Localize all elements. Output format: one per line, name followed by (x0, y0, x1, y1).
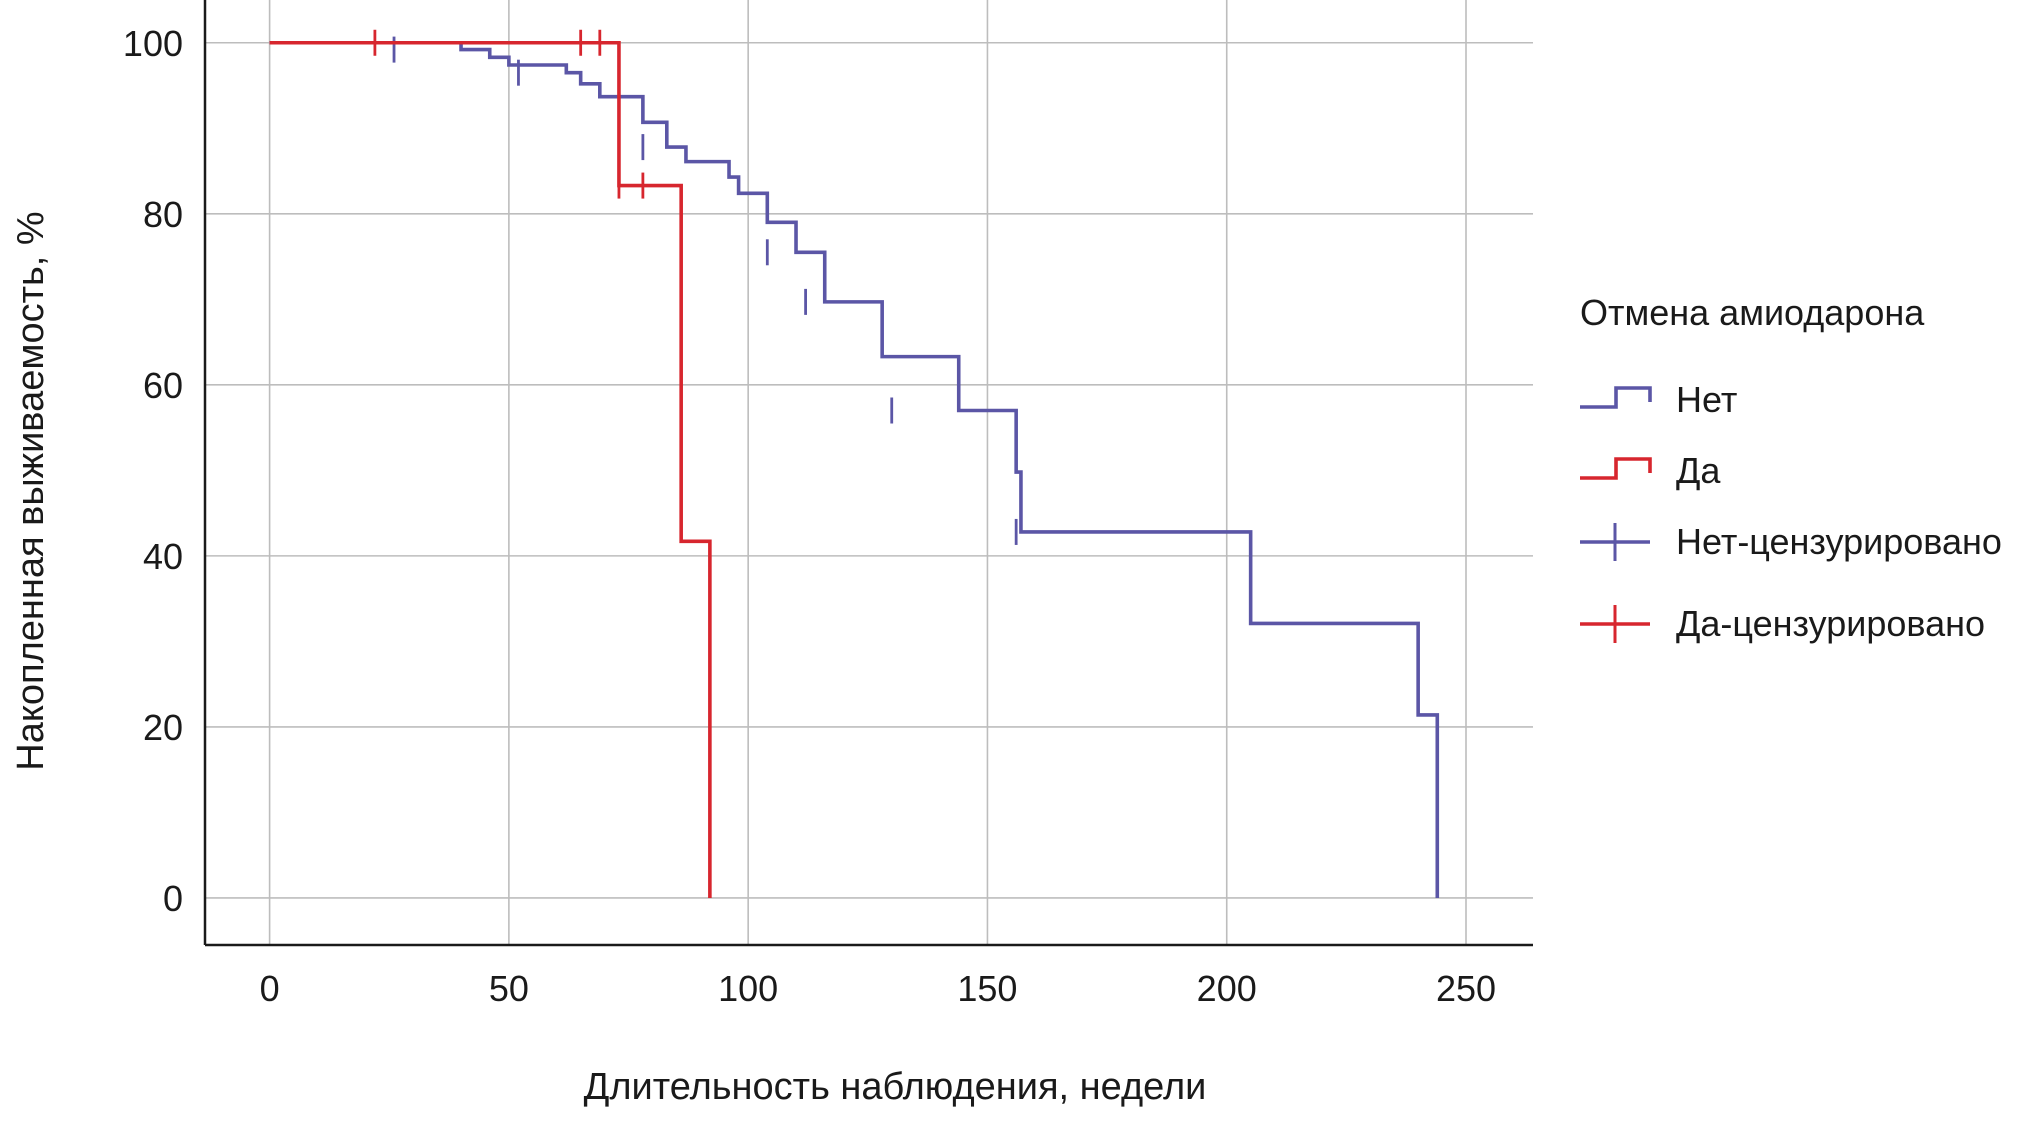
legend-item-2: Нет-цензурировано (1580, 521, 2002, 562)
survival-curve-line (269, 40, 712, 898)
legend-item-0: Нет (1580, 379, 1737, 420)
y-tick-label: 100 (123, 23, 183, 64)
x-tick-label: 200 (1197, 968, 1257, 1009)
y-tick-label: 20 (143, 707, 183, 748)
legend: Отмена амиодарона Нет Да Нет-цензурировано… (1580, 292, 2002, 644)
y-tick-label: 60 (143, 365, 183, 406)
x-tick-label: 250 (1436, 968, 1496, 1009)
y-tick-label: 80 (143, 194, 183, 235)
y-tick-label: 0 (163, 878, 183, 919)
x-tick-label: 50 (489, 968, 529, 1009)
y-axis-title: Накопленная выживаемость, % (10, 211, 52, 770)
legend-label: Нет (1676, 379, 1737, 420)
survival-curve-line (269, 40, 1440, 898)
legend-step-swatch (1580, 457, 1652, 480)
series-0 (269, 36, 1440, 898)
series-layer (269, 29, 1440, 898)
series-1 (269, 29, 712, 898)
x-tick-label: 100 (718, 968, 778, 1009)
x-tick-label: 0 (260, 968, 280, 1009)
x-axis-title: Длительность наблюдения, недели (584, 1066, 1207, 1108)
legend-item-1: Да (1580, 450, 1721, 491)
labels: Длительность наблюдения, недели Накоплен… (10, 211, 1206, 1108)
axes: 0 50 100 150 200 250 0 20 40 60 80 100 (123, 0, 1533, 1009)
grid (205, 0, 1533, 945)
legend-label: Да-цензурировано (1676, 603, 1985, 644)
legend-title: Отмена амиодарона (1580, 292, 1925, 333)
legend-step-swatch (1580, 386, 1652, 409)
legend-label: Да (1676, 450, 1721, 491)
y-tick-label: 40 (143, 536, 183, 577)
x-tick-label: 150 (957, 968, 1017, 1009)
legend-label: Нет-цензурировано (1676, 521, 2002, 562)
legend-item-3: Да-цензурировано (1580, 603, 1985, 644)
